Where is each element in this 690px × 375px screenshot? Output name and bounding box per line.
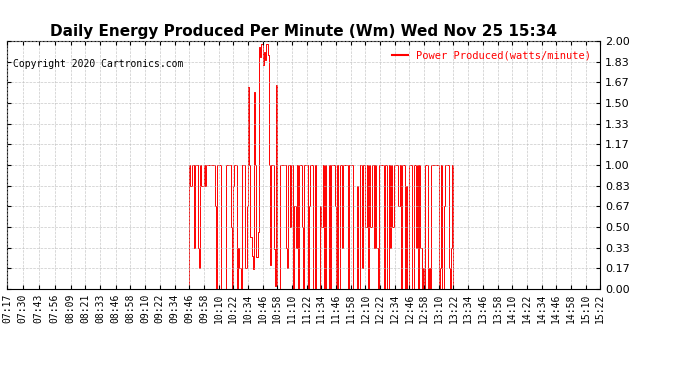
Title: Daily Energy Produced Per Minute (Wm) Wed Nov 25 15:34: Daily Energy Produced Per Minute (Wm) We… [50, 24, 557, 39]
Legend: Power Produced(watts/minute): Power Produced(watts/minute) [388, 46, 595, 65]
Text: Copyright 2020 Cartronics.com: Copyright 2020 Cartronics.com [13, 58, 184, 69]
